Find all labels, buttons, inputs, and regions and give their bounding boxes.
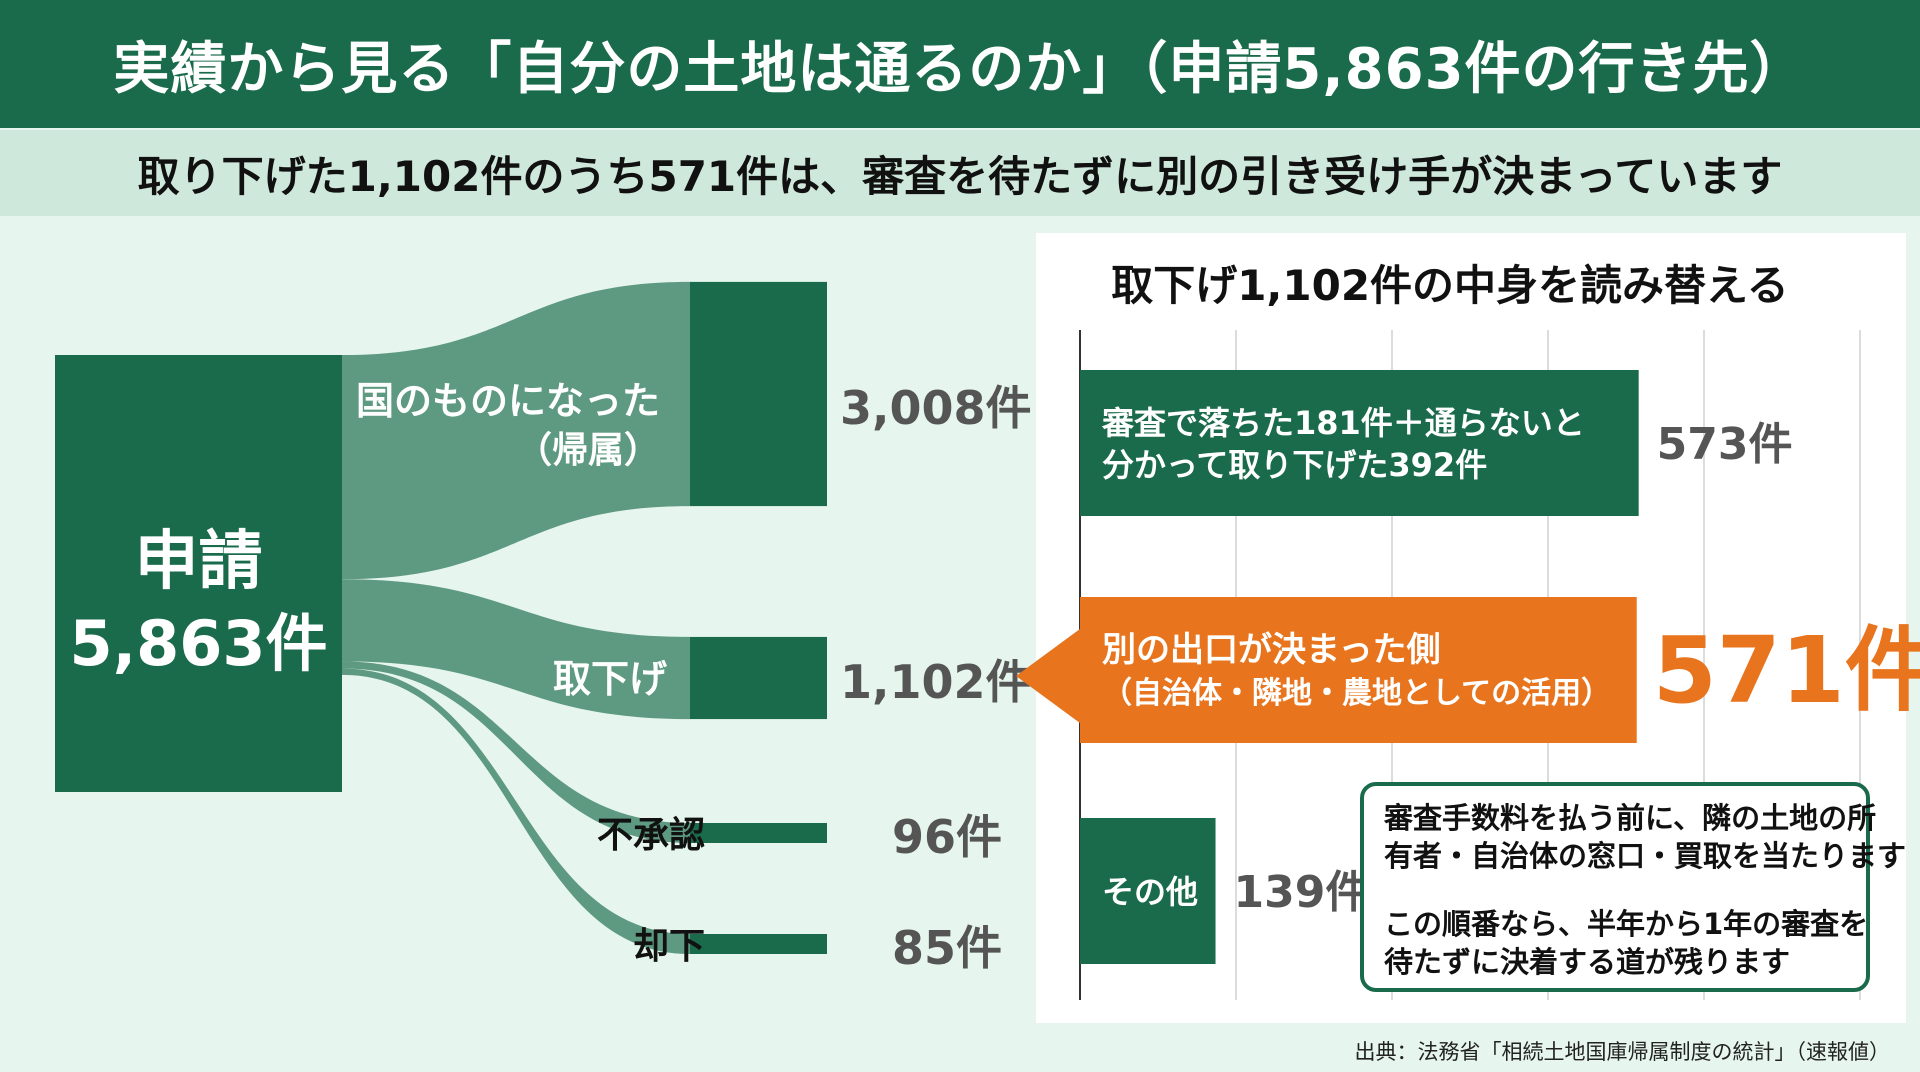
sankey-target-node — [690, 823, 827, 843]
sankey-flows — [342, 281, 690, 954]
bar-value: 571件 — [1653, 617, 1920, 724]
sankey-target-value: 3,008件 — [840, 381, 1032, 435]
bar — [1080, 818, 1216, 964]
bar-label: その他 — [1102, 873, 1198, 911]
source-citation: 出典：法務省「相続土地国庫帰属制度の統計」（速報値） — [1354, 1040, 1891, 1064]
bar-value: 573件 — [1657, 419, 1793, 470]
sankey-flow — [342, 281, 690, 580]
callout-arrow — [1016, 626, 1084, 726]
note-line: 有者・自治体の窓口・買取を当たります — [1384, 839, 1906, 873]
sankey-target-sublabel: （帰属） — [516, 430, 660, 471]
sankey-target-node — [690, 934, 827, 954]
sankey-flow — [342, 579, 690, 720]
sankey-target-node — [690, 281, 827, 507]
sankey-target-label: 取下げ — [553, 657, 667, 701]
note-line: 待たずに決着する道が残ります — [1384, 945, 1790, 979]
page-title: 実績から見る「自分の土地は通るのか」（申請5,863件の行き先） — [113, 36, 1807, 102]
bar-label: 審査で落ちた181件＋通らないと — [1101, 404, 1585, 442]
bar-label: 別の出口が決まった側 — [1102, 630, 1441, 670]
bar — [1080, 597, 1637, 743]
sankey-target-node — [690, 636, 827, 720]
sankey-target-label: 不承認 — [597, 815, 705, 856]
sankey-target-label: 国のものになった — [356, 379, 660, 423]
note-line: この順番なら、半年から1年の審査を — [1384, 907, 1868, 941]
bar — [1080, 370, 1639, 516]
sankey-target-value: 96件 — [892, 810, 1002, 864]
sankey-target-value: 1,102件 — [840, 655, 1032, 709]
sankey-source-value: 5,863件 — [69, 607, 327, 680]
sankey-target-label: 却下 — [633, 926, 705, 967]
bar-label: （自治体・隣地・農地としての活用） — [1102, 676, 1611, 711]
note-text: 審査手数料を払う前に、隣の土地の所有者・自治体の窓口・買取を当たりますこの順番な… — [1383, 801, 1906, 979]
sankey-flow — [342, 668, 690, 954]
subtitle-bar: 取り下げた1,102件のうち571件は、審査を待たずに別の引き受け手が決まってい… — [0, 130, 1920, 216]
bar-value: 139件 — [1234, 867, 1370, 918]
note-line: 審査手数料を払う前に、隣の土地の所 — [1383, 801, 1876, 835]
page-subtitle: 取り下げた1,102件のうち571件は、審査を待たずに別の引き受け手が決まってい… — [137, 151, 1783, 201]
bar-label: 分かって取り下げた392件 — [1102, 446, 1487, 484]
sankey-flow — [342, 661, 690, 843]
note-box — [1360, 782, 1870, 992]
bar-chart-title: 取下げ1,102件の中身を読み替える — [1111, 261, 1789, 310]
sankey-source-label: 申請 — [135, 525, 263, 599]
sankey-source-node — [55, 355, 342, 792]
sankey-target-value: 85件 — [892, 921, 1002, 975]
title-bar: 実績から見る「自分の土地は通るのか」（申請5,863件の行き先） — [0, 0, 1920, 128]
